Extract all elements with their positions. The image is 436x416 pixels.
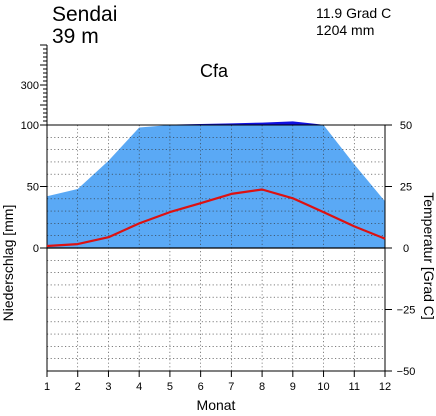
temperature-line xyxy=(46,188,386,248)
x-axis-tick-label: 7 xyxy=(228,381,234,393)
x-axis-tick-label: 9 xyxy=(290,381,296,393)
x-axis-tick-label: 6 xyxy=(198,381,204,393)
x-axis-tick-label: 4 xyxy=(136,381,142,393)
annual-precipitation-total: 1204 mm xyxy=(316,22,375,38)
x-axis-tick-label: 8 xyxy=(259,381,265,393)
x-axis-tick-label: 3 xyxy=(105,381,111,393)
right-axis-tick-label: 0 xyxy=(403,243,409,255)
x-axis-tick-label: 11 xyxy=(349,381,360,393)
right-axis-tick-label: 25 xyxy=(400,182,412,194)
x-axis-tick-label: 5 xyxy=(167,381,173,393)
right-axis-tick-label: −25 xyxy=(397,305,416,317)
right-axis-tick-label: −50 xyxy=(397,366,416,378)
x-axis-tick-label: 10 xyxy=(317,381,329,393)
x-axis-tick-label: 2 xyxy=(75,381,81,393)
left-axis-tick-label: 0 xyxy=(33,243,39,255)
x-axis-tick-label: 12 xyxy=(379,381,391,393)
left-axis-tick-label: 100 xyxy=(21,120,39,132)
station-elevation: 39 m xyxy=(52,25,99,48)
left-axis-title: Niederschlag [mm] xyxy=(0,205,16,322)
climate-classification: Cfa xyxy=(200,61,229,81)
x-axis-tick-label: 1 xyxy=(44,381,50,393)
x-axis-title: Monat xyxy=(197,397,236,413)
precipitation-area xyxy=(47,125,385,248)
precipitation-excess-area xyxy=(154,121,325,125)
right-axis-tick-label: 50 xyxy=(400,120,412,132)
station-name: Sendai xyxy=(52,3,118,26)
left-axis-tick-label: 300 xyxy=(21,80,39,92)
left-axis-tick-label: 50 xyxy=(27,182,39,194)
annual-mean-temperature: 11.9 Grad C xyxy=(316,5,392,21)
right-axis-title: Temperatur [Grad C] xyxy=(421,192,436,320)
